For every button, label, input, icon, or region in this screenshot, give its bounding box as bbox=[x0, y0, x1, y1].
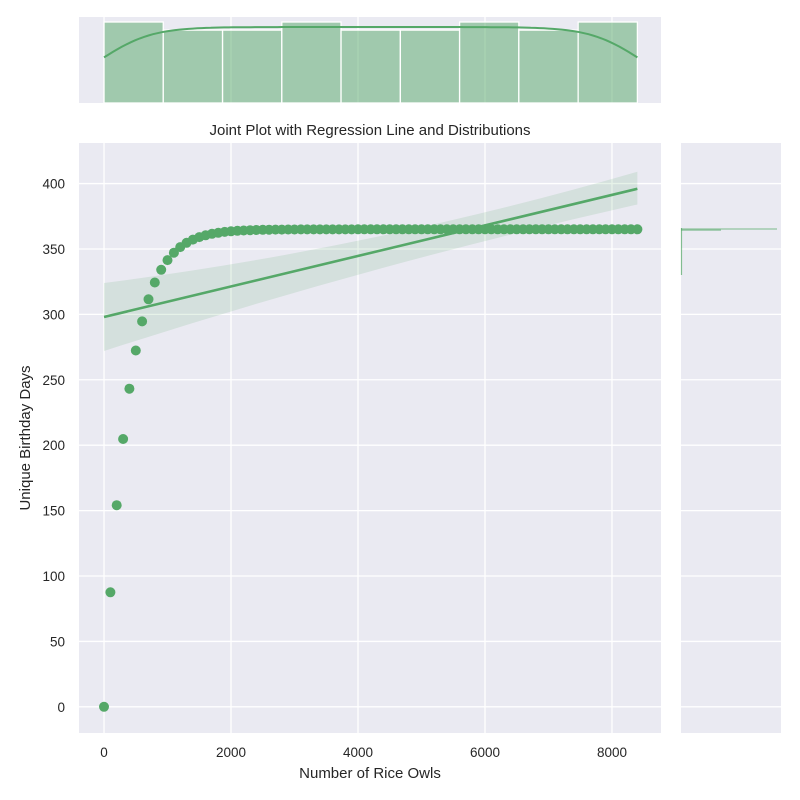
scatter-points bbox=[99, 224, 643, 712]
y-tick-label: 150 bbox=[42, 504, 65, 519]
y-tick-label: 0 bbox=[57, 700, 65, 715]
x-axis-label: Number of Rice Owls bbox=[299, 765, 441, 782]
top-marginal-kde-line bbox=[103, 26, 638, 59]
top-marginal-histogram bbox=[79, 17, 661, 104]
x-axis-tick-labels: 0 2000 4000 6000 8000 bbox=[100, 745, 627, 760]
y-tick-label: 200 bbox=[42, 438, 65, 453]
x-tick-label: 8000 bbox=[597, 745, 627, 760]
scatter-point bbox=[111, 500, 122, 511]
main-scatter-plot bbox=[79, 143, 661, 733]
y-tick-label: 50 bbox=[50, 634, 65, 649]
x-tick-label: 4000 bbox=[343, 745, 373, 760]
scatter-point bbox=[162, 255, 173, 266]
x-tick-label: 2000 bbox=[216, 745, 246, 760]
scatter-point bbox=[124, 383, 135, 394]
y-tick-label: 100 bbox=[42, 569, 65, 584]
regression-confidence-band bbox=[104, 171, 638, 352]
y-axis-tick-labels: 0 50 100 150 200 250 300 350 400 bbox=[42, 177, 65, 715]
scatter-point bbox=[118, 434, 129, 444]
scatter-point bbox=[99, 701, 109, 712]
scatter-point bbox=[632, 224, 643, 235]
y-tick-label: 400 bbox=[42, 177, 65, 192]
regression-line bbox=[103, 187, 638, 319]
main-grid bbox=[79, 143, 661, 733]
x-tick-label: 6000 bbox=[470, 745, 500, 760]
top-marginal-bars bbox=[103, 21, 639, 104]
y-tick-label: 350 bbox=[42, 242, 65, 257]
y-tick-label: 300 bbox=[42, 307, 65, 322]
right-marginal-background bbox=[681, 143, 781, 733]
scatter-point bbox=[130, 345, 141, 356]
y-axis-label: Unique Birthday Days bbox=[17, 365, 34, 510]
y-tick-label: 250 bbox=[42, 373, 65, 388]
scatter-point bbox=[137, 316, 148, 327]
scatter-point bbox=[105, 587, 116, 598]
scatter-point bbox=[149, 277, 160, 288]
right-marginal-histogram bbox=[680, 143, 781, 733]
right-marginal-bar bbox=[681, 229, 721, 231]
chart-title: Joint Plot with Regression Line and Dist… bbox=[210, 122, 531, 139]
scatter-point bbox=[143, 294, 154, 305]
x-tick-label: 0 bbox=[100, 745, 108, 760]
scatter-point bbox=[156, 264, 167, 275]
main-plot-background bbox=[79, 143, 661, 733]
right-marginal-grid bbox=[681, 182, 781, 708]
